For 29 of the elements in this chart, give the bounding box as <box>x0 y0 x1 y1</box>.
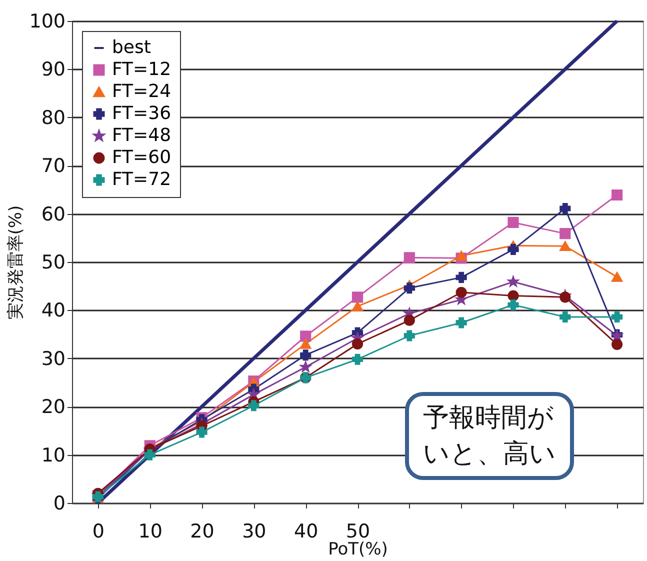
y-tick-label: 40 <box>41 300 66 322</box>
annotation: 予報時間が <box>423 402 555 435</box>
x-axis-title: PoT(%) <box>328 540 388 560</box>
x-tick-label: 40 <box>294 520 318 542</box>
y-tick-label: 100 <box>29 10 66 32</box>
x-tick-label: 50 <box>346 520 370 542</box>
y-tick-label: 10 <box>41 444 66 466</box>
y-tick-label: 20 <box>41 396 66 418</box>
y-tick-label: 80 <box>41 106 66 129</box>
x-tick-label: 0 <box>92 520 104 542</box>
y-tick-label: 70 <box>41 155 66 178</box>
y-tick-label: 90 <box>41 58 66 81</box>
legend-label: FT=48 <box>112 125 172 146</box>
y-tick-label: 30 <box>41 348 66 370</box>
y-axis-title: 実況発雷率(%) <box>6 205 26 320</box>
x-tick-label: 20 <box>190 520 214 542</box>
legend-label: FT=12 <box>112 59 172 80</box>
y-tick-label: 50 <box>41 252 66 274</box>
annotation: いと、高い <box>423 438 556 471</box>
speech-bubble: 予報時間が いと、高い <box>405 392 574 480</box>
legend-label: FT=24 <box>112 81 172 102</box>
legend-label: FT=36 <box>112 103 172 124</box>
x-tick-label: 10 <box>138 520 162 542</box>
y-tick-label: 60 <box>41 203 66 226</box>
legend-label: FT=60 <box>112 147 172 168</box>
x-tick-label: 30 <box>242 520 266 542</box>
legend-label: FT=72 <box>112 169 172 190</box>
legend-label: best <box>112 37 151 58</box>
y-tick-label: 0 <box>53 492 66 514</box>
